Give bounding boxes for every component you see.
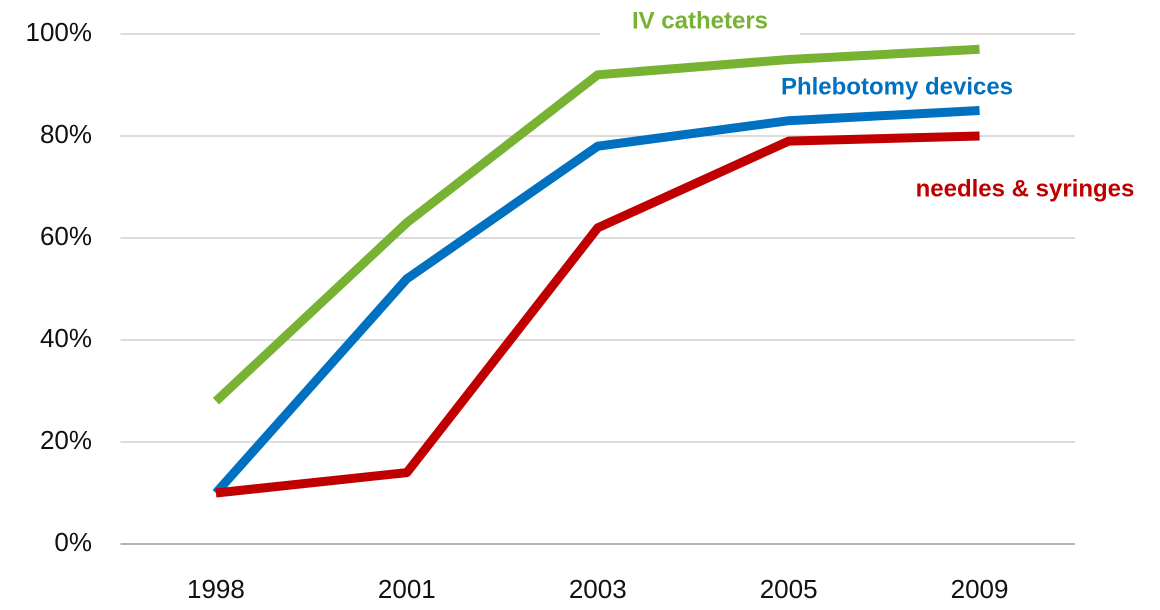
series-line	[212, 44, 980, 405]
x-tick-label: 2009	[951, 574, 1009, 604]
series-label: IV catheters	[632, 7, 768, 34]
y-tick-label: 20%	[40, 425, 92, 455]
series-line	[212, 106, 980, 496]
label-background	[600, 0, 800, 42]
y-tick-label: 100%	[26, 17, 93, 47]
x-tick-label: 2003	[569, 574, 627, 604]
x-tick-label: 2001	[378, 574, 436, 604]
x-tick-label: 1998	[187, 574, 245, 604]
y-tick-label: 60%	[40, 221, 92, 251]
y-tick-label: 80%	[40, 119, 92, 149]
series-line	[215, 131, 980, 498]
y-tick-label: 0%	[54, 527, 92, 557]
series-label: Phlebotomy devices	[781, 73, 1013, 100]
series-label: needles & syringes	[916, 175, 1135, 202]
y-tick-label: 40%	[40, 323, 92, 353]
x-tick-label: 2005	[760, 574, 818, 604]
